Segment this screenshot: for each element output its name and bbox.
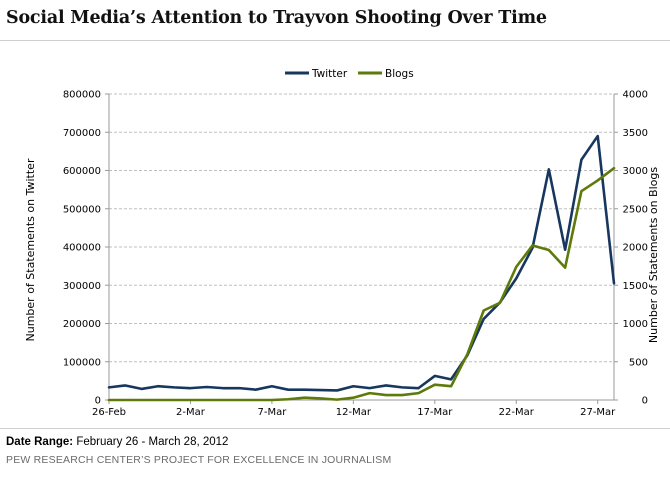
right-tick-label: 500 (629, 357, 648, 368)
source-credit: PEW RESEARCH CENTER’S PROJECT FOR EXCELL… (6, 454, 392, 466)
legend-label-blogs: Blogs (385, 68, 414, 80)
left-tick-label: 500000 (63, 204, 101, 215)
left-tick-label: 700000 (63, 128, 101, 139)
right-tick-label: 0 (642, 396, 648, 407)
left-tick-label: 0 (95, 396, 101, 407)
left-tick-label: 300000 (63, 281, 101, 292)
x-axis-ticks: 26-Feb 2-Mar 7-Mar 12-Mar 17-Mar 22-Mar 27-Mar (92, 400, 616, 418)
title-divider (0, 40, 670, 41)
x-tick-label: 26-Feb (92, 407, 126, 418)
x-tick-label: 7-Mar (257, 407, 287, 418)
chart-title: Social Media’s Attention to Trayvon Shoo… (6, 8, 547, 28)
right-tick-label: 2000 (623, 243, 648, 254)
grid-lines (109, 93, 614, 363)
left-tick-label: 400000 (63, 243, 101, 254)
y-axis-right-label: Number of Statements on Blogs (647, 167, 660, 343)
right-tick-label: 4000 (623, 90, 648, 101)
date-range-value: February 26 - March 28, 2012 (76, 436, 229, 448)
date-range: Date Range: February 26 - March 28, 2012 (6, 436, 228, 448)
x-tick-label: 2-Mar (176, 407, 206, 418)
right-tick-label: 1000 (623, 319, 648, 330)
series-line-twitter (107, 134, 616, 392)
x-tick-label: 12-Mar (336, 407, 372, 418)
left-axis-ticks: 0 100000 200000 300000 400000 500000 600000 700… (63, 90, 109, 407)
series-line-blogs (107, 166, 616, 402)
right-tick-label: 2500 (623, 204, 648, 215)
left-tick-label: 800000 (63, 90, 101, 101)
x-tick-label: 17-Mar (417, 407, 453, 418)
legend: Twitter Blogs (285, 68, 414, 80)
x-tick-label: 22-Mar (499, 407, 535, 418)
y-axis-left-label: Number of Statements on Twitter (24, 158, 37, 341)
right-tick-label: 1500 (623, 281, 648, 292)
right-axis-ticks: 0 500 1000 1500 2000 2500 3000 3500 4000 (614, 90, 648, 407)
date-range-label: Date Range: (6, 436, 74, 448)
line-chart: 0 100000 200000 300000 400000 500000 600000 700… (24, 68, 660, 418)
left-tick-label: 100000 (63, 357, 101, 368)
series-lines (107, 134, 616, 402)
right-tick-label: 3000 (623, 166, 648, 177)
legend-label-twitter: Twitter (311, 68, 348, 80)
right-tick-label: 3500 (623, 128, 648, 139)
footer-divider (0, 428, 670, 429)
left-tick-label: 600000 (63, 166, 101, 177)
left-tick-label: 200000 (63, 319, 101, 330)
x-tick-label: 27-Mar (580, 407, 616, 418)
